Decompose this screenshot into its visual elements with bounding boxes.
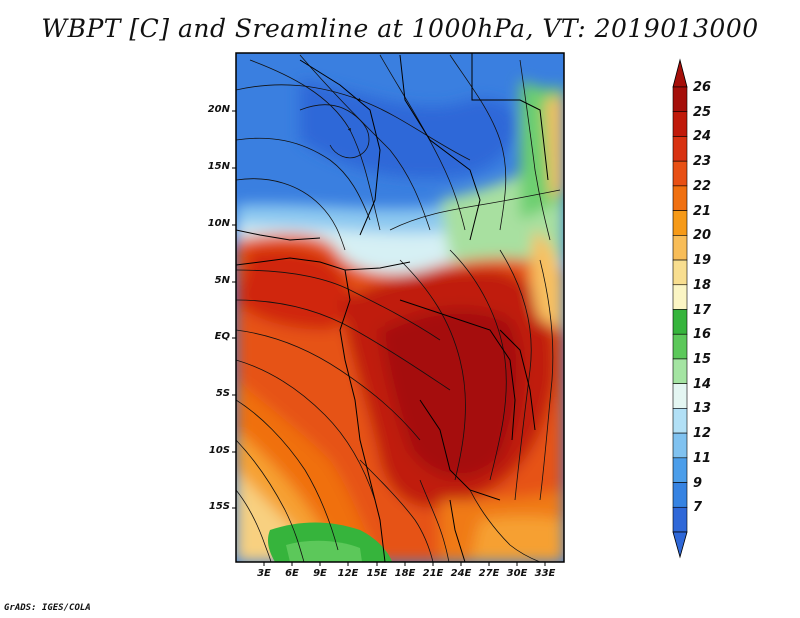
lon-label: 15E	[366, 568, 388, 579]
lon-label: 30E	[506, 568, 528, 579]
lat-label: 5N	[214, 275, 230, 286]
lon-label: 6E	[285, 568, 299, 579]
colorbar-level-label: 26	[693, 80, 712, 95]
lon-label: 3E	[257, 568, 271, 579]
lat-label: 10N	[207, 218, 230, 229]
colorbar-swatch	[672, 432, 688, 459]
colorbar-level-label: 19	[693, 253, 712, 269]
colorbar-swatch	[672, 309, 688, 335]
wbpt-shading	[236, 53, 564, 562]
colorbar-swatch	[672, 111, 688, 137]
colorbar-swatch	[672, 284, 688, 310]
colorbar-swatch	[672, 210, 688, 236]
colorbar-swatch	[672, 506, 688, 533]
colorbar-level-label: 20	[693, 228, 712, 244]
region-congo-basin-hot	[380, 309, 521, 479]
colorbar-level-label: 9	[693, 475, 703, 491]
colorbar-level-label: 18	[693, 277, 712, 293]
lon-label: 21E	[422, 568, 444, 579]
colorbar-level-label: 24	[693, 129, 712, 145]
colorbar-level-label: 13	[693, 401, 712, 417]
colorbar-level-label: 25	[693, 104, 712, 120]
colorbar-level-label: 7	[693, 500, 703, 516]
lat-label: 15S	[208, 501, 230, 512]
lon-label: 12E	[337, 568, 359, 579]
lat-label: 10S	[208, 445, 230, 456]
grads-credit: GrADS: IGES/COLA	[4, 603, 91, 613]
colorbar-swatch	[672, 185, 688, 211]
lat-label: 20N	[207, 104, 230, 115]
lon-label: 24E	[450, 568, 472, 579]
colorbar-swatch	[672, 457, 688, 483]
colorbar-swatch	[672, 235, 688, 261]
colorbar-swatch	[672, 136, 688, 162]
colorbar-swatch	[672, 408, 688, 434]
colorbar-top-arrow	[672, 58, 688, 88]
colorbar-level-label: 21	[693, 203, 712, 219]
country-borders	[236, 53, 549, 562]
colorbar-level-label: 15	[693, 351, 712, 367]
streamlines	[236, 54, 561, 562]
lat-label: EQ	[214, 331, 230, 342]
colorbar-swatch	[672, 259, 688, 286]
colorbar-level-label: 22	[693, 178, 712, 194]
lon-label: 18E	[394, 568, 416, 579]
colorbar-swatch	[672, 482, 688, 508]
lat-label: 5S	[215, 388, 230, 399]
colorbar-level-label: 16	[693, 327, 712, 343]
colorbar-level-label: 23	[693, 154, 712, 170]
colorbar-boxes	[672, 86, 688, 533]
colorbar-swatch	[672, 358, 688, 384]
colorbar-level-label: 11	[693, 450, 712, 466]
colorbar-swatch	[672, 160, 688, 187]
lat-label: 15N	[207, 161, 230, 172]
colorbar-swatch	[672, 86, 688, 113]
lon-label: 27E	[478, 568, 500, 579]
colorbar-swatch	[672, 383, 688, 409]
colorbar-bottom-arrow	[672, 531, 688, 559]
colorbar-level-label: 12	[693, 426, 712, 442]
colorbar-swatch	[672, 333, 688, 360]
colorbar-level-label: 17	[693, 302, 712, 318]
colorbar	[672, 58, 688, 559]
map-title: WBPT [C] and Sreamline at 1000hPa, VT: 2…	[41, 14, 759, 43]
axis-ticks	[232, 110, 546, 566]
lon-label: 33E	[534, 568, 556, 579]
map-frame	[235, 52, 565, 563]
lon-label: 9E	[313, 568, 327, 579]
colorbar-level-label: 14	[693, 376, 712, 392]
